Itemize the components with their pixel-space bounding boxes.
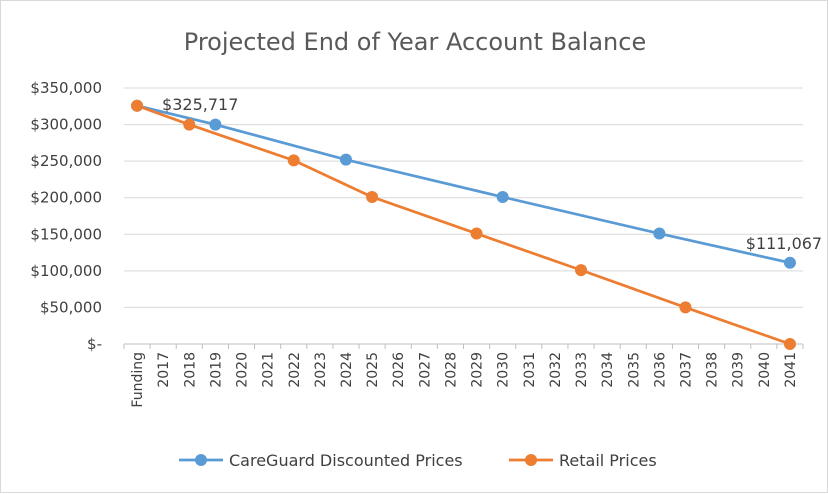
- y-tick-label: $200,000: [30, 189, 102, 207]
- legend-item: CareGuard Discounted Prices: [179, 451, 463, 470]
- x-tick-label: 2041: [783, 352, 799, 388]
- x-tick-label: 2023: [313, 352, 329, 388]
- chart-title: Projected End of Year Account Balance: [184, 28, 646, 56]
- x-tick-label: 2018: [182, 352, 198, 388]
- x-tick-label: 2038: [705, 352, 721, 388]
- series-line: [136, 104, 791, 346]
- x-tick-label: 2040: [757, 352, 773, 388]
- data-point: [653, 227, 666, 240]
- legend: CareGuard Discounted Prices Retail Prices: [179, 451, 657, 470]
- x-tick-label: 2021: [261, 352, 277, 388]
- x-tick-label: 2032: [548, 352, 564, 388]
- x-tick-label: 2030: [496, 352, 512, 388]
- legend-label: CareGuard Discounted Prices: [229, 451, 463, 470]
- data-point: [209, 118, 222, 131]
- y-axis-ticks: $350,000 $300,000 $250,000 $200,000 $150,000…: [30, 79, 102, 353]
- data-point: [496, 190, 509, 203]
- y-tick-label: $50,000: [40, 298, 102, 316]
- x-tick-label: 2017: [156, 352, 172, 388]
- data-point: [783, 338, 796, 350]
- x-tick-label: 2036: [652, 352, 668, 388]
- series-careguard: [131, 99, 796, 269]
- series-retail: [131, 99, 796, 350]
- y-tick-label: $350,000: [30, 79, 102, 97]
- legend-item: Retail Prices: [509, 451, 657, 470]
- x-tick-label: 2031: [522, 352, 538, 388]
- legend-swatch-marker: [525, 454, 537, 466]
- x-tick-label: 2022: [287, 352, 303, 388]
- data-point: [366, 190, 379, 203]
- data-point: [575, 264, 588, 277]
- x-tick-label: 2028: [443, 352, 459, 388]
- x-tick-label: 2033: [574, 352, 590, 388]
- data-point: [783, 256, 796, 269]
- x-tick-label: 2039: [731, 352, 747, 388]
- legend-label: Retail Prices: [559, 451, 657, 470]
- y-tick-label: $150,000: [30, 225, 102, 243]
- data-point: [339, 153, 352, 166]
- series-group: [131, 99, 796, 350]
- x-tick-label: 2027: [417, 352, 433, 388]
- x-tick-label: 2024: [339, 352, 355, 388]
- x-tick-label: 2034: [600, 352, 616, 388]
- data-label: $111,067: [746, 234, 822, 253]
- x-tick-label: Funding: [130, 352, 146, 408]
- data-point: [183, 118, 196, 131]
- x-tick-label: 2029: [470, 352, 486, 388]
- data-point: [470, 227, 483, 240]
- x-tick-label: 2026: [391, 352, 407, 388]
- y-tick-label: $100,000: [30, 262, 102, 280]
- x-tick-label: 2035: [626, 352, 642, 388]
- y-tick-label: $300,000: [30, 116, 102, 134]
- y-tick-label: $-: [87, 335, 102, 353]
- data-point: [287, 154, 300, 167]
- data-labels: $325,717 $111,067: [162, 95, 822, 253]
- series-line: [136, 104, 791, 265]
- x-tick-label: 2020: [235, 352, 251, 388]
- x-tick-label: 2037: [678, 352, 694, 388]
- data-point: [679, 301, 692, 314]
- data-point: [131, 99, 144, 112]
- x-tick-label: 2019: [208, 352, 224, 388]
- data-label: $325,717: [162, 95, 238, 114]
- legend-swatch-marker: [195, 454, 207, 466]
- gridlines: [124, 87, 803, 345]
- y-tick-label: $250,000: [30, 152, 102, 170]
- x-tick-label: 2025: [365, 352, 381, 388]
- x-axis-ticks: Funding 2017 2018 2019 2020 2021 2022 2023 2024 2…: [123, 344, 804, 408]
